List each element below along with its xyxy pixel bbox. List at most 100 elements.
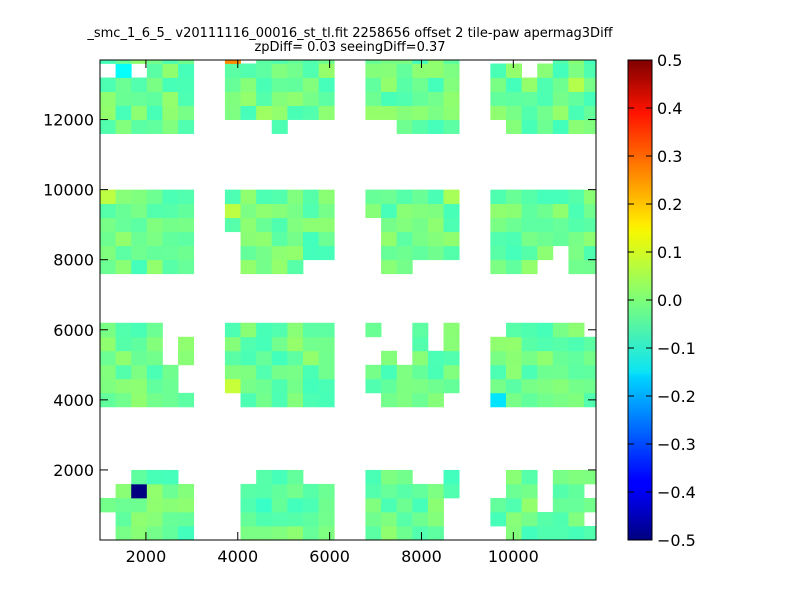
heatmap-cell — [224, 63, 241, 78]
heatmap-cell — [427, 378, 444, 394]
heatmap-cell — [568, 91, 585, 106]
heatmap-cell — [178, 511, 195, 527]
heatmap-cell — [381, 525, 398, 541]
heatmap-cell — [381, 483, 398, 499]
heatmap-cell — [271, 203, 288, 219]
y-tick-label: 12000 — [43, 111, 94, 130]
heatmap-cell — [271, 231, 288, 247]
heatmap-cell — [552, 469, 569, 485]
colorbar-tick-label: −0.4 — [657, 483, 696, 502]
heatmap-cell — [131, 77, 148, 92]
heatmap-cell — [427, 483, 444, 499]
heatmap-cell — [131, 497, 148, 513]
heatmap-cell — [146, 511, 163, 527]
heatmap-cell — [568, 350, 585, 366]
heatmap-cell — [521, 245, 538, 261]
heatmap-cell — [568, 60, 585, 64]
heatmap-cell — [490, 511, 507, 527]
heatmap-cell — [537, 525, 554, 541]
heatmap-cell — [256, 60, 273, 64]
heatmap-cell — [115, 231, 132, 247]
colorbar-tick-label: 0.0 — [657, 291, 682, 310]
heatmap-cell — [271, 511, 288, 527]
heatmap-cell — [302, 203, 319, 219]
heatmap-cell — [537, 77, 554, 92]
heatmap-cell — [381, 259, 398, 275]
heatmap-cell — [365, 364, 382, 380]
heatmap-cell — [521, 497, 538, 513]
heatmap-cell — [568, 105, 585, 120]
heatmap-cell — [490, 105, 507, 120]
heatmap-cell — [240, 203, 257, 219]
heatmap-cell — [115, 364, 132, 380]
heatmap-cell — [162, 259, 179, 275]
heatmap-cell — [178, 217, 195, 233]
heatmap-cell — [365, 497, 382, 513]
heatmap-cell — [146, 105, 163, 120]
heatmap-cell — [396, 77, 413, 92]
heatmap-cell — [256, 378, 273, 394]
heatmap-cell — [584, 525, 597, 541]
colorbar-tick-label: −0.1 — [657, 339, 696, 358]
heatmap-cell — [568, 259, 585, 275]
heatmap-cell — [396, 378, 413, 394]
heatmap-cell — [521, 77, 538, 92]
heatmap-cell — [287, 511, 304, 527]
heatmap-cell — [584, 189, 597, 205]
heatmap-cell — [396, 91, 413, 106]
heatmap-cell — [552, 378, 569, 394]
heatmap-cell — [490, 378, 507, 394]
heatmap-cell — [381, 189, 398, 205]
heatmap-cell — [131, 364, 148, 380]
heatmap-cell — [240, 511, 257, 527]
heatmap-cell — [381, 231, 398, 247]
heatmap-cell — [162, 525, 179, 541]
heatmap-cell — [412, 77, 429, 92]
heatmap-cell — [412, 497, 429, 513]
heatmap-cell — [162, 63, 179, 78]
colorbar-tick-label: 0.1 — [657, 243, 682, 262]
heatmap-cell — [552, 231, 569, 247]
heatmap-cell — [427, 91, 444, 106]
heatmap-cell — [490, 91, 507, 106]
heatmap-cell — [240, 245, 257, 261]
heatmap-cell — [302, 77, 319, 92]
heatmap-cell — [365, 511, 382, 527]
heatmap-cell — [490, 364, 507, 380]
y-tick-label: 4000 — [53, 391, 94, 410]
heatmap-cell — [568, 217, 585, 233]
heatmap-cell — [240, 77, 257, 92]
heatmap-cell — [178, 231, 195, 247]
heatmap-cell — [287, 350, 304, 366]
heatmap-cell — [396, 63, 413, 78]
heatmap-cell — [115, 378, 132, 394]
heatmap-cell — [115, 336, 132, 352]
heatmap-cell — [412, 525, 429, 541]
heatmap-cell — [162, 392, 179, 408]
heatmap-cell — [396, 497, 413, 513]
heatmap-cell — [256, 525, 273, 541]
heatmap-cell — [162, 497, 179, 513]
heatmap-cell — [100, 322, 117, 338]
heatmap-cell — [584, 469, 597, 485]
heatmap-cell — [412, 322, 429, 338]
heatmap-cell — [224, 60, 241, 64]
heatmap-cell — [240, 525, 257, 541]
heatmap-cell — [396, 105, 413, 120]
heatmap-cell — [100, 189, 117, 205]
heatmap-cell — [505, 525, 522, 541]
heatmap-cell — [162, 364, 179, 380]
x-tick-label: 8000 — [401, 547, 442, 566]
heatmap-cell — [178, 392, 195, 408]
heatmap-cell — [443, 105, 460, 120]
heatmap-cell — [396, 511, 413, 527]
heatmap-cell — [490, 189, 507, 205]
heatmap-cell — [287, 245, 304, 261]
heatmap-cell — [256, 483, 273, 499]
heatmap-cell — [552, 77, 569, 92]
heatmap-cell — [240, 189, 257, 205]
heatmap-cell — [427, 189, 444, 205]
heatmap-cell — [443, 364, 460, 380]
heatmap-cell — [318, 203, 335, 219]
heatmap-cell — [256, 91, 273, 106]
